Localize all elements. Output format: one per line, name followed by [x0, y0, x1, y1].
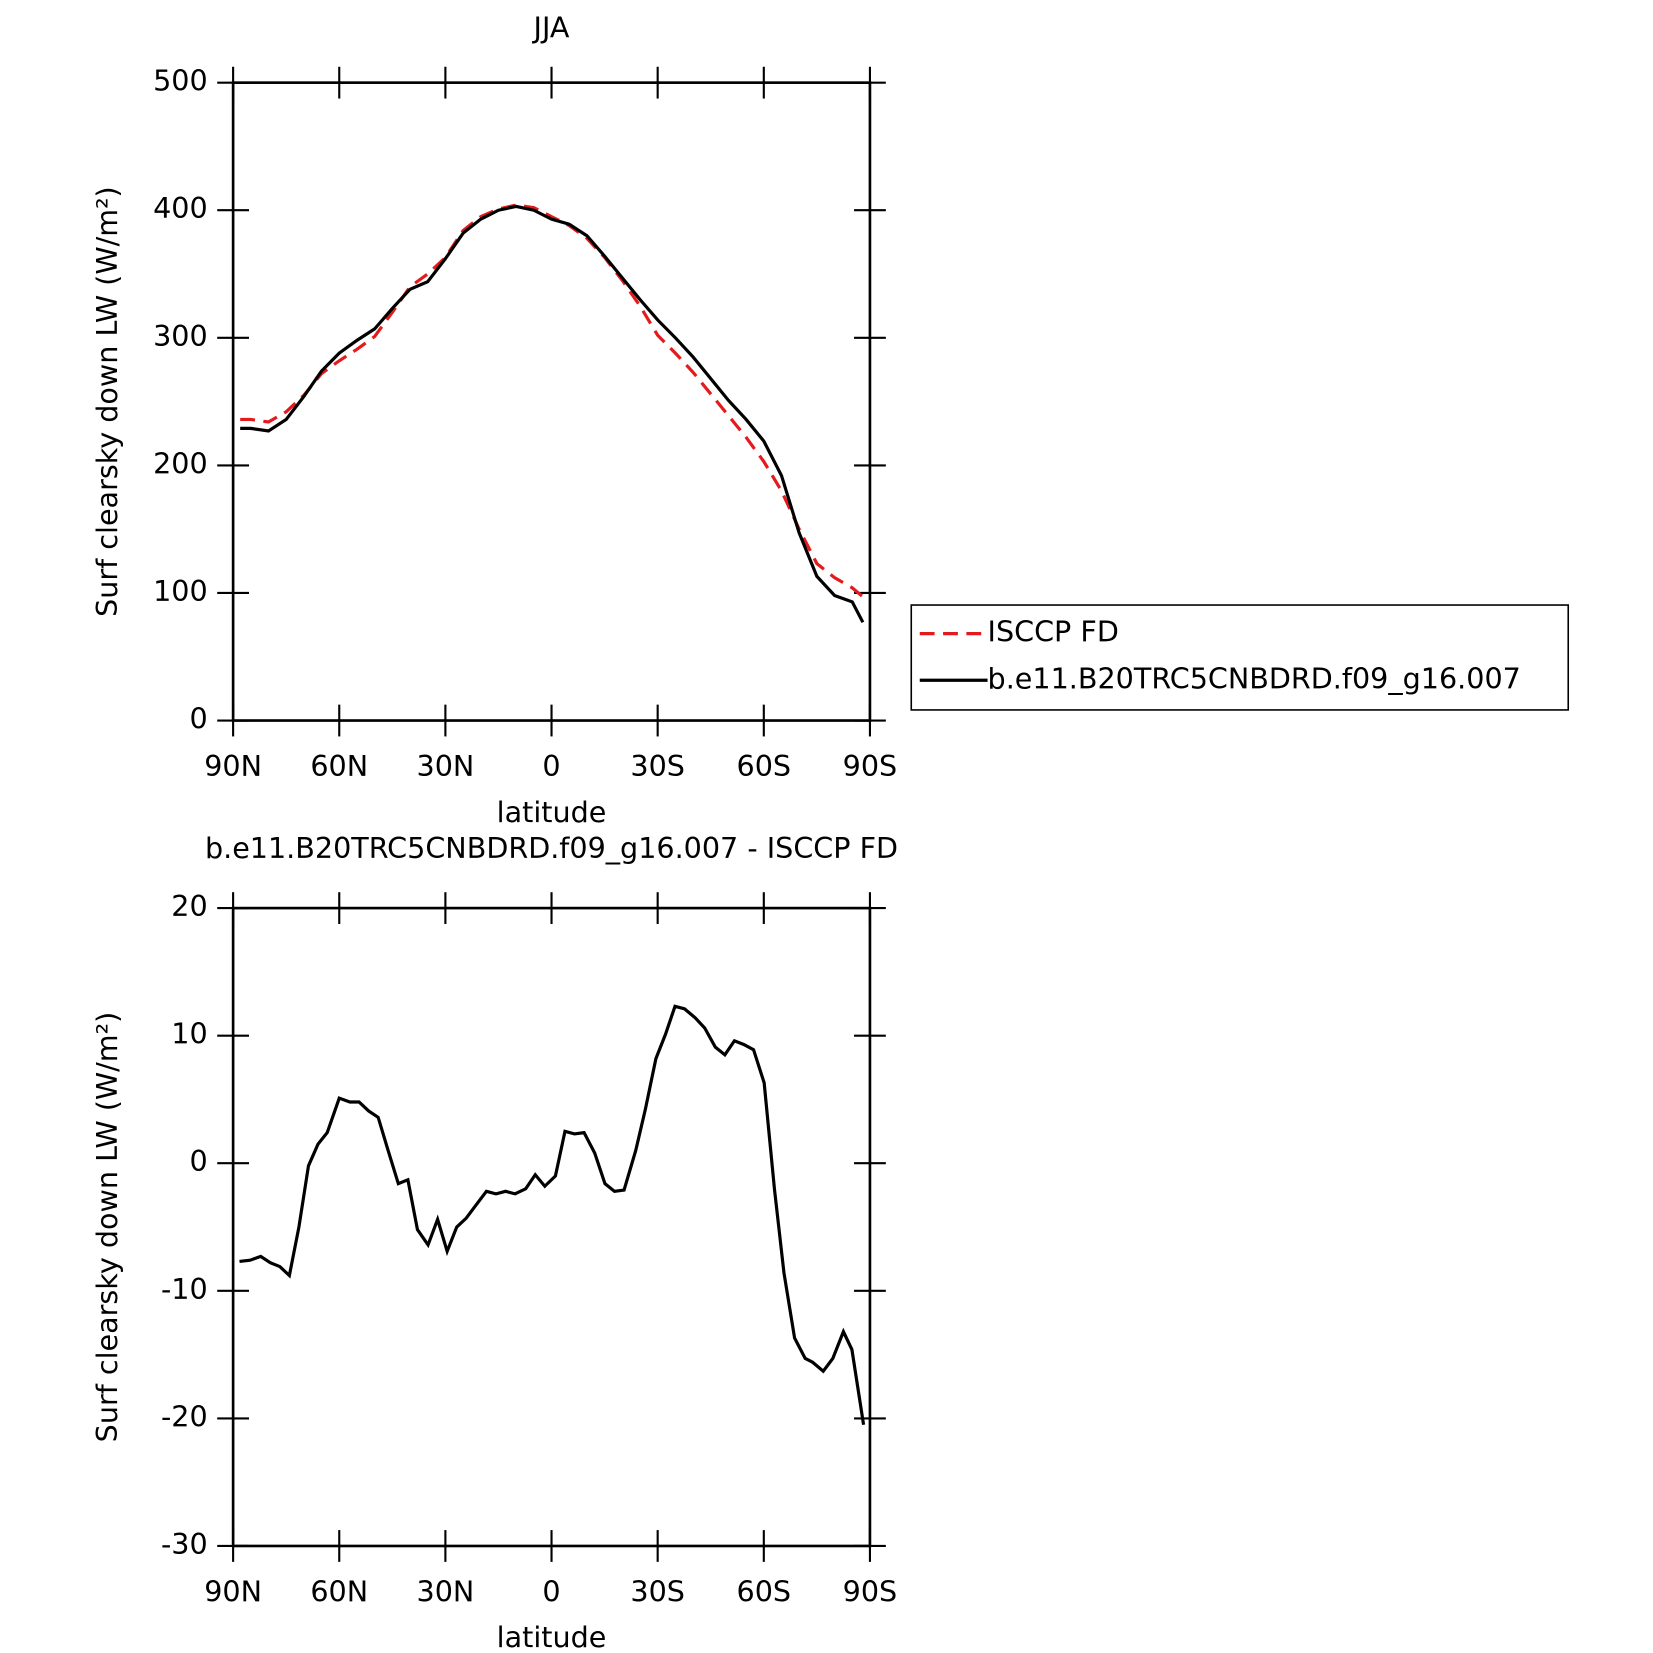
- x-tick-label: 30S: [630, 1575, 685, 1609]
- x-axis-label: latitude: [497, 1620, 607, 1653]
- y-tick-label: -20: [161, 1399, 208, 1433]
- data-line: [240, 204, 865, 624]
- x-tick-label: 90S: [843, 749, 898, 783]
- legend-box: [910, 604, 1570, 711]
- data-line: [239, 1004, 866, 1426]
- y-tick-label: 500: [153, 64, 208, 98]
- y-tick-label: -30: [161, 1527, 208, 1561]
- legend-label: ISCCP FD: [988, 615, 1119, 649]
- data-line: [240, 203, 864, 599]
- x-tick-label: 60N: [310, 1575, 368, 1609]
- chart-title: b.e11.B20TRC5CNBDRD.f09_g16.007 - ISCCP …: [205, 831, 898, 865]
- y-tick-label: 300: [153, 319, 208, 353]
- x-tick-label: 90S: [843, 1575, 898, 1609]
- chart-title: JJA: [532, 11, 570, 45]
- x-tick-label: 60N: [310, 749, 368, 783]
- x-tick-label: 60S: [737, 1575, 792, 1609]
- legend-label: b.e11.B20TRC5CNBDRD.f09_g16.007: [988, 661, 1521, 695]
- y-tick-label: 0: [189, 702, 207, 736]
- plot-frame: [231, 906, 872, 1548]
- x-tick-label: 0: [542, 749, 560, 783]
- y-tick-label: 400: [153, 191, 208, 225]
- x-tick-label: 0: [542, 1575, 560, 1609]
- x-tick-label: 30N: [417, 1575, 475, 1609]
- y-tick-label: 200: [153, 446, 208, 480]
- y-axis-label: Surf clearsky down LW (W/m²): [90, 1012, 124, 1443]
- y-tick-label: 10: [171, 1017, 207, 1051]
- x-tick-label: 30S: [630, 749, 685, 783]
- x-tick-label: 30N: [417, 749, 475, 783]
- y-tick-label: -10: [161, 1272, 208, 1306]
- y-axis-label: Surf clearsky down LW (W/m²): [90, 186, 124, 617]
- plot-frame: [231, 81, 872, 722]
- y-tick-label: 100: [153, 574, 208, 608]
- y-tick-label: 20: [171, 889, 207, 923]
- x-tick-label: 90N: [204, 1575, 262, 1609]
- x-tick-label: 90N: [204, 749, 262, 783]
- x-axis-label: latitude: [497, 795, 607, 829]
- x-tick-label: 60S: [737, 749, 792, 783]
- y-tick-label: 0: [189, 1144, 207, 1178]
